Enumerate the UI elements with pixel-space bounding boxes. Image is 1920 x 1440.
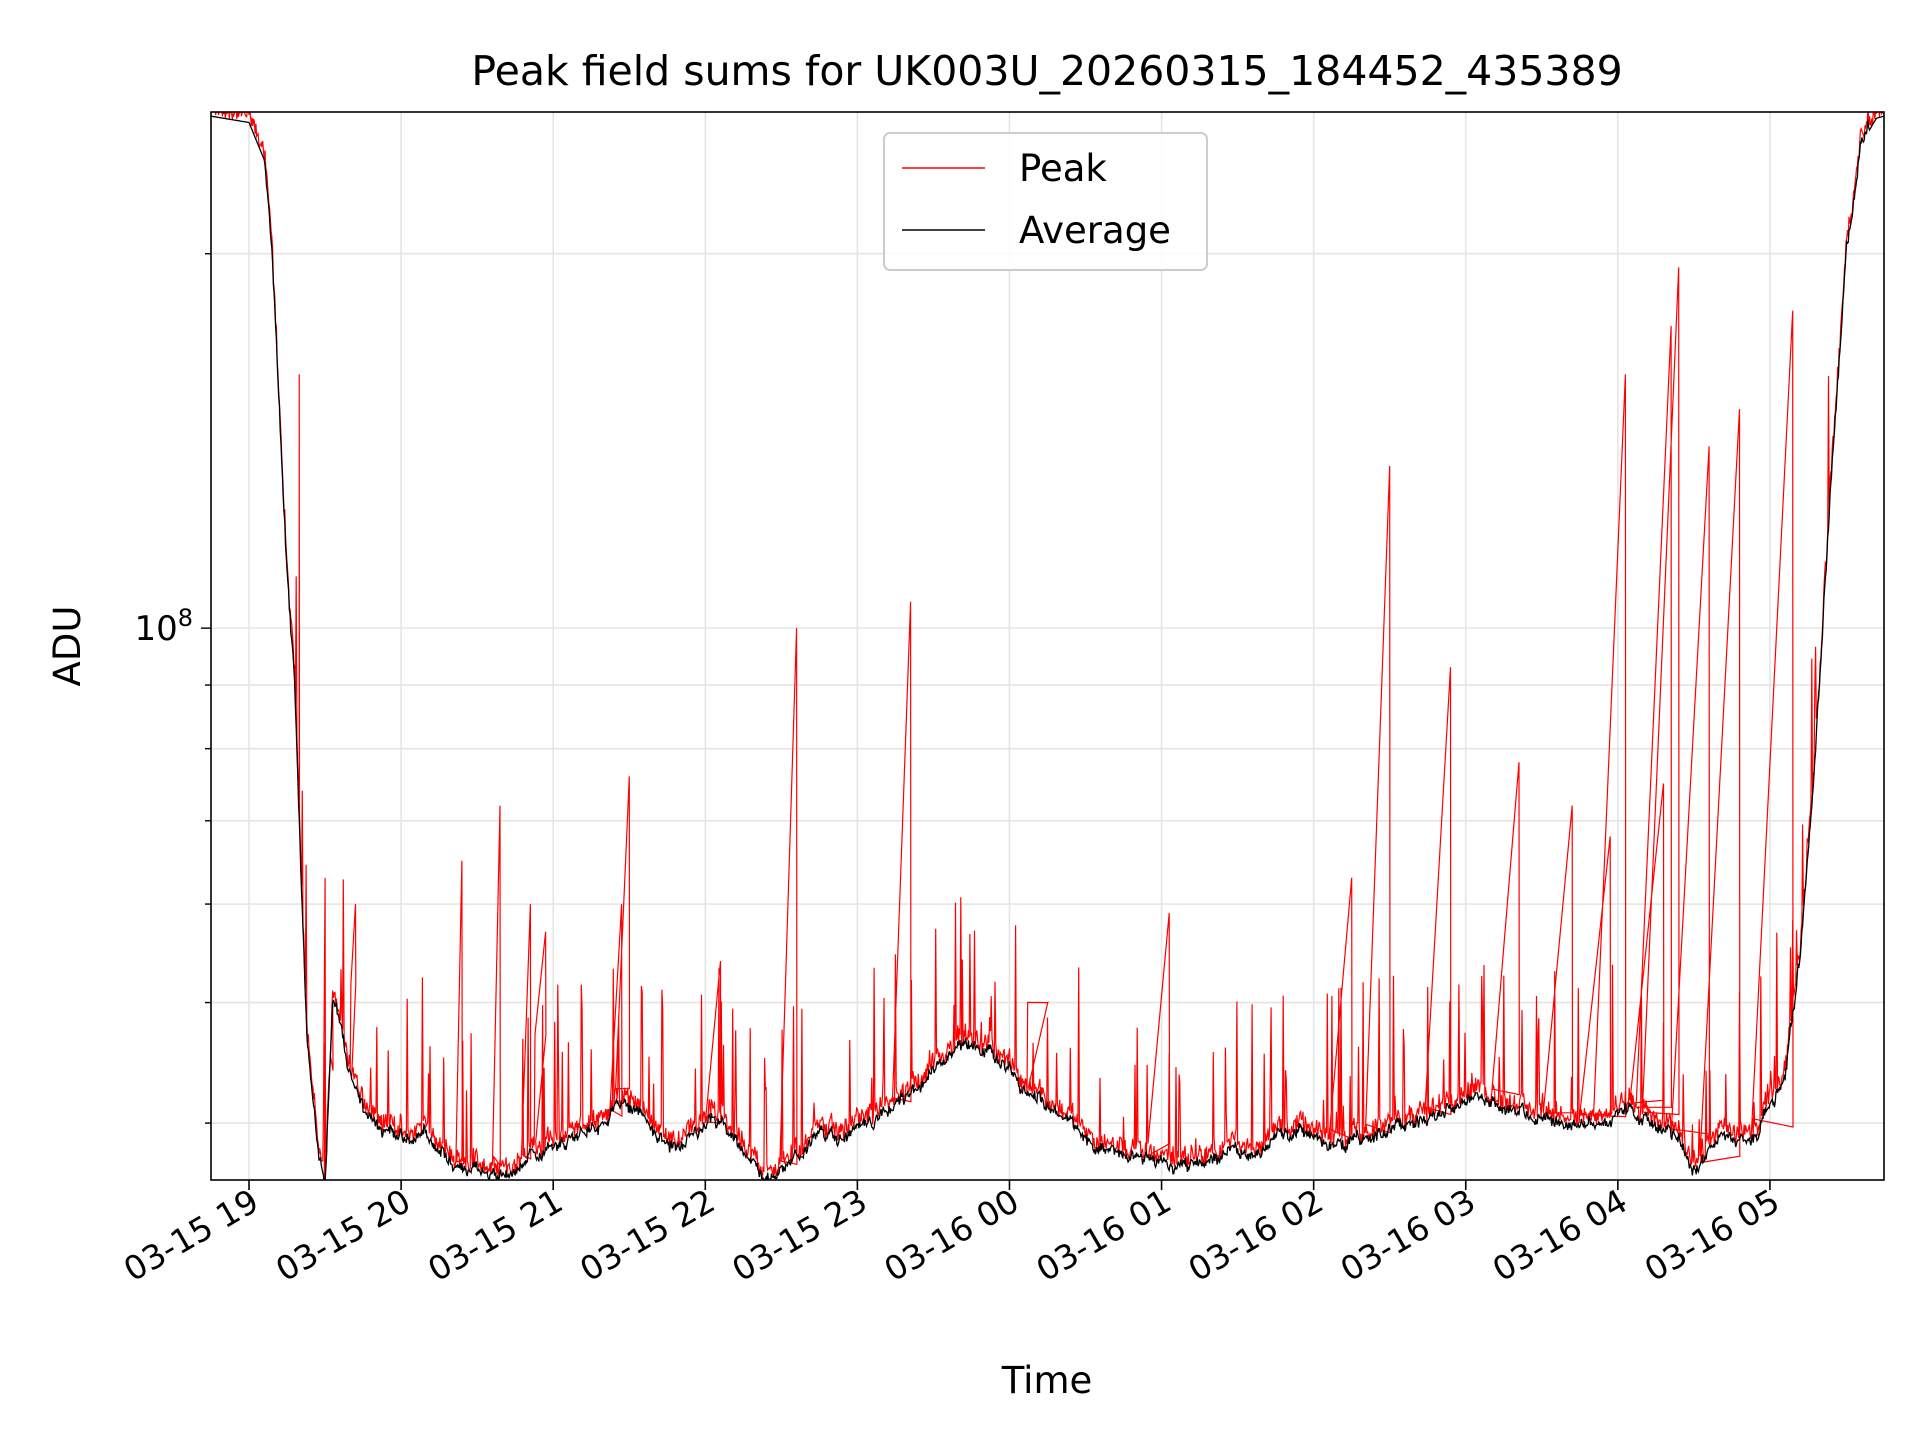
y-axis: 108 (134, 253, 211, 1124)
y-tick-label: 108 (134, 604, 193, 649)
grid (211, 112, 1884, 1180)
legend: Peak Average (883, 132, 1208, 271)
x-axis-label: Time (1001, 1359, 1093, 1402)
legend-peak-label: Peak (1019, 147, 1107, 190)
y-axis-label: ADU (46, 606, 89, 687)
series-average-line (211, 115, 1884, 1180)
plot-frame (210, 111, 1885, 1181)
series-peak-line (214, 112, 1884, 1180)
chart-title: Peak field sums for UK003U_20260315_1844… (471, 47, 1622, 95)
plot-lines (211, 112, 1884, 1180)
legend-average-label: Average (1019, 209, 1171, 252)
